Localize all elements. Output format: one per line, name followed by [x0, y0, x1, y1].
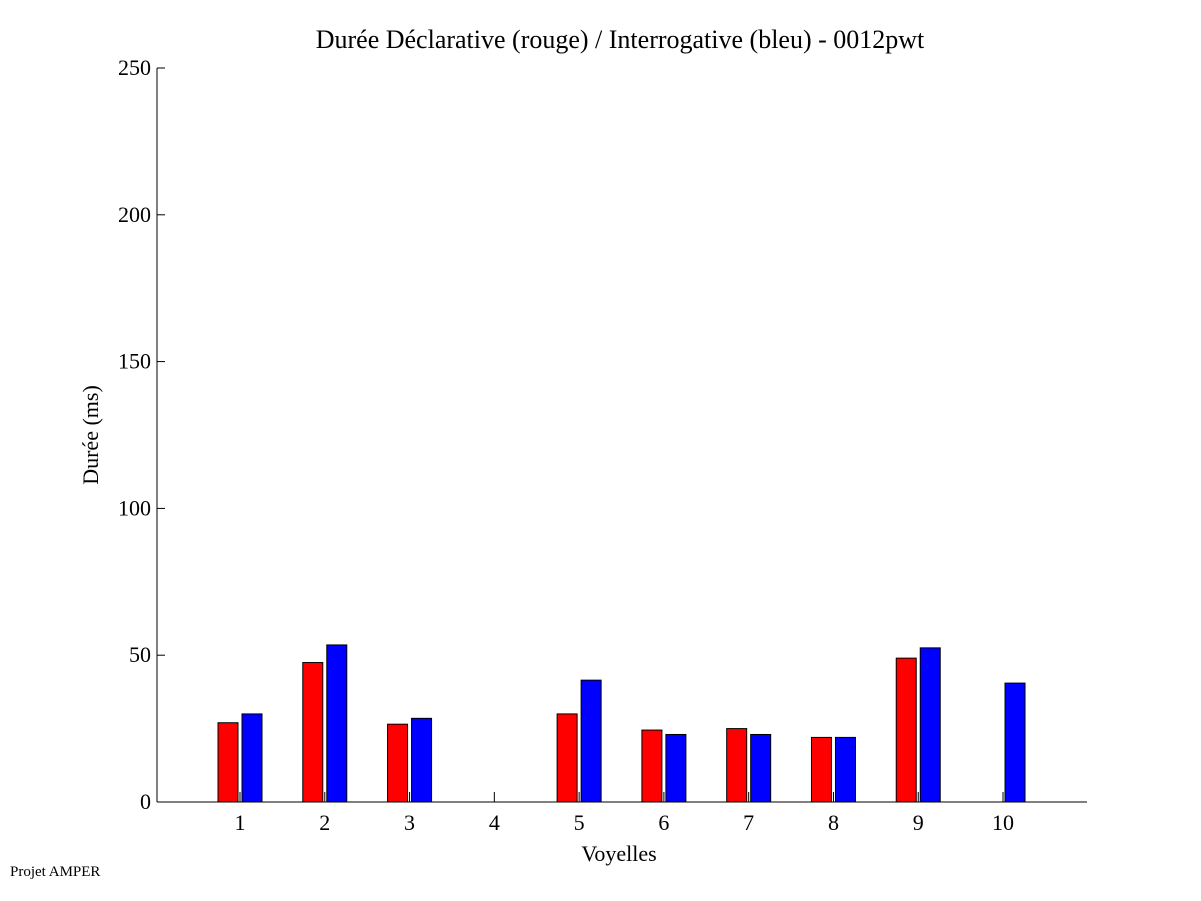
x-tick-label-2: 2: [319, 810, 330, 835]
bar-series1-cat-3: [387, 723, 409, 803]
x-tick-label-7: 7: [743, 810, 754, 835]
y-tick-label-0: 0: [140, 789, 151, 814]
y-tick-label-50: 50: [129, 642, 151, 667]
bar-series1-cat-1: [217, 722, 239, 803]
x-axis-label: Voyelles: [581, 841, 656, 866]
bar-series1-cat-9: [895, 657, 917, 803]
bar-series2-cat-3: [411, 717, 433, 803]
chart-title: Durée Déclarative (rouge) / Interrogativ…: [316, 25, 925, 54]
y-tick-label-200: 200: [118, 202, 151, 227]
bar-series2-cat-2: [326, 644, 348, 803]
bar-series1-cat-6: [641, 729, 663, 803]
x-tick-label-5: 5: [574, 810, 585, 835]
bar-series2-cat-5: [580, 679, 602, 803]
bar-series2-cat-6: [665, 733, 687, 803]
y-tick-label-100: 100: [118, 495, 151, 520]
y-tick-label-250: 250: [118, 55, 151, 80]
bar-series2-cat-8: [834, 736, 856, 803]
y-axis-label: Durée (ms): [78, 385, 103, 485]
x-tick-label-3: 3: [404, 810, 415, 835]
bar-series2-cat-1: [241, 713, 263, 803]
bar-series1-cat-7: [726, 728, 748, 803]
bar-series1-cat-8: [810, 736, 832, 803]
bar-series2-cat-9: [919, 647, 941, 803]
bar-series1-cat-5: [556, 713, 578, 803]
plot-area: 0 50 100 150 200 250 1 2 3 4 5 6 7 8 9 10: [118, 55, 1087, 835]
bar-series2-cat-10: [1004, 682, 1026, 803]
bar-series1-cat-2: [302, 662, 324, 803]
x-tick-label-6: 6: [658, 810, 669, 835]
bar-series2-cat-7: [750, 733, 772, 803]
x-tick-label-10: 10: [992, 810, 1014, 835]
credit-label: Projet AMPER: [10, 864, 101, 880]
x-tick-label-4: 4: [489, 810, 500, 835]
x-tick-label-1: 1: [235, 810, 246, 835]
y-tick-label-150: 150: [118, 349, 151, 374]
x-tick-label-9: 9: [913, 810, 924, 835]
x-tick-label-8: 8: [828, 810, 839, 835]
